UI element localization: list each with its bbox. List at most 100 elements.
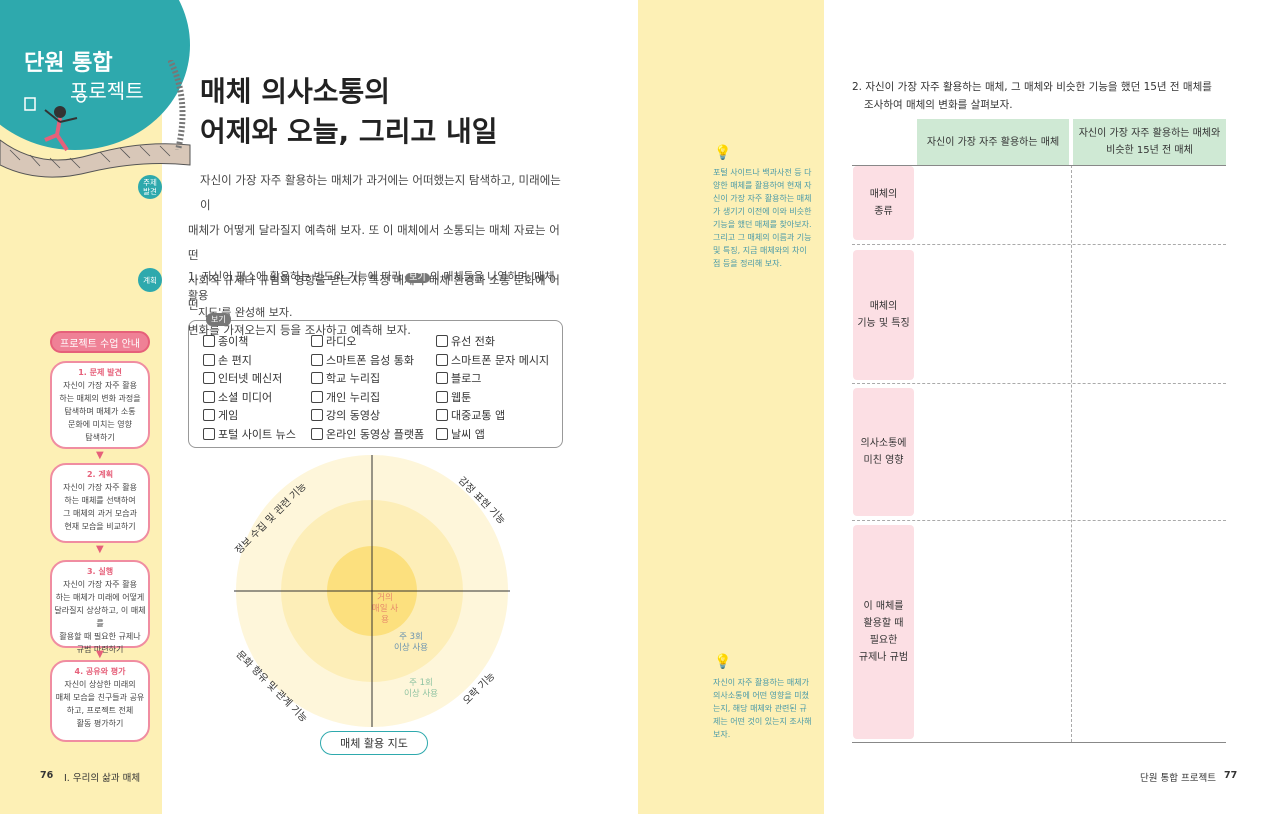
bogi-item-label: 블로그 — [451, 372, 482, 385]
bogi-item-label: 날씨 앱 — [451, 427, 485, 441]
footer-right-page: 77 — [1224, 770, 1238, 781]
checkbox[interactable] — [436, 409, 448, 421]
footer-right-chapter: 단원 통합 프로젝트 — [1140, 773, 1216, 784]
page-title-line2: 어제와 오늘, 그리고 내일 — [200, 115, 498, 148]
table-header-col2-line1: 자신이 가장 자주 활용하는 매체와 — [1078, 128, 1221, 139]
lightbulb-icon: 💡 — [714, 654, 732, 670]
guide-step-line: 자신이 가장 자주 활용 — [63, 580, 137, 589]
checkbox[interactable] — [311, 409, 323, 421]
checkbox[interactable] — [311, 427, 323, 440]
lightbulb-icon: 💡 — [714, 145, 732, 161]
guide-step: 1. 문제 발견 자신이 가장 자주 활용 하는 매체의 변화 과정을 탐색하며 매체… — [50, 361, 150, 449]
guide-step-line: 하는 매체의 변화 과정을 — [59, 394, 141, 403]
theme-line: 변화를 가져오는지 등을 조사하고 예측해 보자. — [188, 323, 411, 337]
guide-step: 3. 실행 자신이 가장 자주 활용 하는 매체가 미래에 어떻게 달라질지 상상하고… — [50, 560, 150, 654]
checkbox[interactable] — [436, 353, 448, 366]
guide-step-title: 4. 공유와 평가 — [74, 667, 126, 676]
note-line: 및 특징, 지금 매체와의 차이 — [713, 246, 807, 255]
theme-line: 자신이 가장 자주 활용하는 매체가 과거에는 어떠했는지 탐색하고, 미래에는… — [200, 173, 561, 212]
guide-step-line: 매체 모습을 친구들과 공유 — [55, 693, 145, 702]
checkbox[interactable] — [436, 335, 448, 347]
down-arrow-icon: ▼ — [96, 649, 104, 660]
table-row-header-line: 규제나 규범 — [858, 652, 909, 663]
table-row-header-line: 기능 및 특징 — [857, 318, 910, 329]
checkbox[interactable] — [436, 427, 448, 440]
question-1-line2: 지도'를 완성해 보자. — [198, 306, 293, 319]
checkbox[interactable] — [203, 335, 215, 347]
table-header-col1: 자신이 가장 자주 활용하는 매체 — [917, 119, 1069, 165]
bogi-item-label: 개인 누리집 — [326, 390, 381, 404]
bogi-item: 라디오 — [311, 333, 356, 349]
badge-line2: 프로젝트 — [70, 79, 144, 103]
guide-step-line: 탐색하기 — [85, 433, 115, 442]
bogi-item: 개인 누리집 — [311, 389, 380, 405]
table-row-header: 이 매체를 활용할 때 필요한 규제나 규범 — [853, 525, 914, 739]
badge-edge-decoration — [168, 60, 186, 150]
table-row-header-line: 매체의 — [869, 301, 898, 312]
note-line: 신이 가장 자주 활용하는 매체 — [713, 194, 812, 203]
checkbox[interactable] — [311, 390, 323, 403]
ring1-label-b: 매일 사용 — [371, 604, 399, 625]
bogi-item: 스마트폰 음성 통화 — [311, 352, 414, 368]
table-row-header-line: 필요한 — [869, 635, 898, 646]
bogi-item: 온라인 동영상 플랫폼 — [311, 426, 424, 442]
table-row-header-line: 매체의 — [869, 189, 898, 200]
guide-step-line: 문화에 미치는 영향 — [68, 420, 132, 429]
note-1: 포털 사이트나 백과사전 등 다 양한 매체를 활용하여 현재 자 신이 가장 자주… — [713, 166, 823, 270]
bogi-item: 종이책 — [203, 333, 248, 349]
checkbox[interactable] — [311, 335, 323, 347]
guide-step-line: 현재 모습을 비교하기 — [64, 522, 136, 531]
bogi-label: 보기 — [206, 313, 231, 326]
guide-step-line: 자신이 상상한 미래의 — [64, 680, 136, 689]
bogi-item: 스마트폰 문자 메시지 — [436, 352, 549, 368]
note-line: 그리고 그 매체의 이름과 기능 — [713, 233, 812, 242]
checkbox[interactable] — [203, 390, 215, 403]
table-row-header-line: 미친 영향 — [863, 455, 904, 466]
badge-line1: 단원 통합 — [24, 51, 113, 76]
guide-step-line: 하고, 프로젝트 전체 — [66, 706, 134, 715]
bogi-item: 인터넷 메신저 — [203, 370, 282, 386]
bogi-item-label: 인터넷 메신저 — [218, 372, 283, 385]
bogi-item-label: 게임 — [218, 409, 239, 422]
checkbox[interactable] — [311, 353, 323, 366]
theme-text: 자신이 가장 자주 활용하는 매체가 과거에는 어떠했는지 탐색하고, 미래에는… — [188, 168, 568, 343]
checkbox[interactable] — [436, 372, 448, 384]
checkbox[interactable] — [203, 427, 215, 440]
ring2-label-b: 이상 사용 — [394, 643, 428, 653]
table-row-header-line: 종류 — [874, 206, 893, 217]
guide-step-line: 그 매체의 과거 모습과 — [63, 509, 137, 518]
checkbox[interactable] — [203, 372, 215, 384]
bogi-item-label: 소셜 미디어 — [218, 390, 273, 404]
guide-step: 2. 계획 자신이 가장 자주 활용 하는 매체를 선택하여 그 매체의 과거 모습과… — [50, 463, 150, 543]
table-row-divider — [852, 520, 1226, 521]
table-row-header-line: 의사소통에 — [860, 438, 907, 449]
table-header-col2-line2: 비슷한 15년 전 매체 — [1106, 145, 1193, 156]
note-line: 가 생기기 이전에 이와 비슷한 — [713, 207, 812, 216]
note-line: 보자. — [713, 730, 731, 739]
bogi-item: 블로그 — [436, 370, 481, 386]
bogi-item: 게임 — [203, 407, 238, 423]
bogi-item: 날씨 앱 — [436, 426, 485, 442]
checkbox[interactable] — [311, 372, 323, 384]
note-line: 는지, 해당 매체와 관련된 규 — [713, 704, 807, 713]
checkbox[interactable] — [436, 390, 448, 403]
note-line: 기능을 했던 매체를 찾아보자. — [713, 220, 812, 229]
checkbox[interactable] — [203, 409, 215, 421]
bogi-item-label: 라디오 — [326, 335, 357, 348]
guide-step-line: 활용할 때 필요한 규제나 — [59, 632, 141, 641]
bogi-item: 유선 전화 — [436, 333, 495, 349]
table-top-rule — [852, 165, 1226, 166]
guide-title: 프로젝트 수업 안내 — [50, 331, 150, 353]
guide-step-line: 하는 매체를 선택하여 — [64, 496, 136, 505]
page-title-line1: 매체 의사소통의 — [200, 75, 391, 108]
question-1-prefix: 1. 자신이 평소에 활용하는 빈도와 기능에 따라 — [188, 270, 402, 283]
guide-step-line: 자신이 가장 자주 활용 — [63, 381, 137, 390]
table-header-col2: 자신이 가장 자주 활용하는 매체와 비슷한 15년 전 매체 — [1073, 119, 1226, 165]
table-row-header-line: 이 매체를 — [863, 601, 904, 612]
bogi-item: 대중교통 앱 — [436, 407, 505, 423]
checkbox[interactable] — [203, 353, 215, 366]
guide-step-line: 자신이 가장 자주 활용 — [63, 483, 137, 492]
bogi-item-label: 포털 사이트 뉴스 — [218, 427, 296, 441]
